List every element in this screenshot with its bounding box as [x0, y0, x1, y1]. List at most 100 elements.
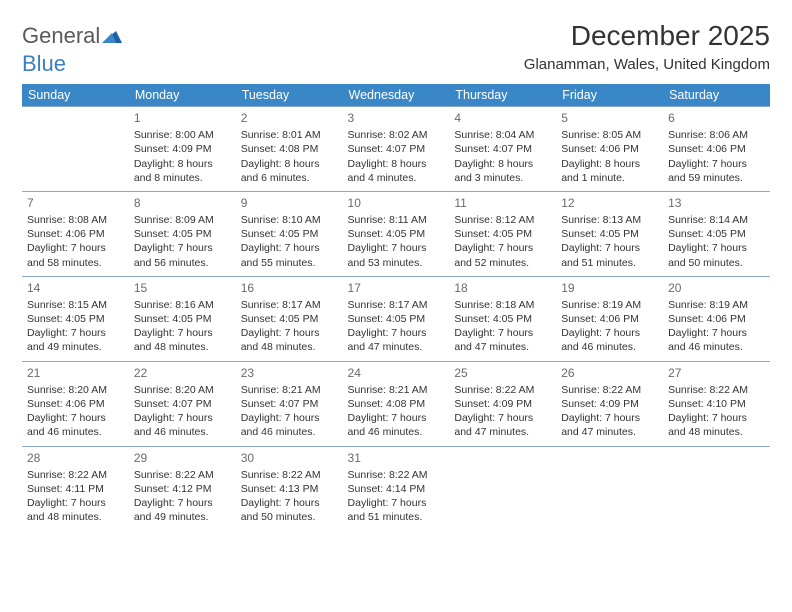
daylight-text: Daylight: 7 hours and 46 minutes.: [241, 411, 338, 439]
day-number: 2: [241, 110, 338, 126]
sunrise-text: Sunrise: 8:19 AM: [668, 298, 765, 312]
calendar-day-cell: 10 Sunrise: 8:11 AMSunset: 4:05 PMDayligh…: [343, 191, 450, 276]
sunrise-text: Sunrise: 8:11 AM: [348, 213, 445, 227]
month-title: December 2025: [524, 20, 770, 52]
calendar-week-row: 14Sunrise: 8:15 AMSunset: 4:05 PMDayligh…: [22, 276, 770, 361]
day-number: 28: [27, 450, 124, 466]
sunrise-text: Sunrise: 8:21 AM: [348, 383, 445, 397]
day-number: 21: [27, 365, 124, 381]
sunset-text: Sunset: 4:08 PM: [348, 397, 445, 411]
daylight-text: Daylight: 7 hours and 51 minutes.: [561, 241, 658, 269]
sunrise-text: Sunrise: 8:09 AM: [134, 213, 231, 227]
sunset-text: Sunset: 4:13 PM: [241, 482, 338, 496]
sunset-text: Sunset: 4:05 PM: [348, 312, 445, 326]
calendar-day-cell: 29Sunrise: 8:22 AMSunset: 4:12 PMDayligh…: [129, 446, 236, 530]
sunset-text: Sunset: 4:05 PM: [454, 227, 551, 241]
sunrise-text: Sunrise: 8:12 AM: [454, 213, 551, 227]
calendar-day-cell: 25Sunrise: 8:22 AMSunset: 4:09 PMDayligh…: [449, 361, 556, 446]
daylight-text: Daylight: 7 hours and 50 minutes.: [668, 241, 765, 269]
sunset-text: Sunset: 4:05 PM: [348, 227, 445, 241]
calendar-day-cell: 26Sunrise: 8:22 AMSunset: 4:09 PMDayligh…: [556, 361, 663, 446]
sunrise-text: Sunrise: 8:01 AM: [241, 128, 338, 142]
calendar-week-row: 1Sunrise: 8:00 AMSunset: 4:09 PMDaylight…: [22, 107, 770, 192]
sunrise-text: Sunrise: 8:17 AM: [241, 298, 338, 312]
day-number: 19: [561, 280, 658, 296]
calendar-day-cell: 21Sunrise: 8:20 AMSunset: 4:06 PMDayligh…: [22, 361, 129, 446]
sunrise-text: Sunrise: 8:22 AM: [134, 468, 231, 482]
calendar-header-row: SundayMondayTuesdayWednesdayThursdayFrid…: [22, 84, 770, 107]
daylight-text: Daylight: 7 hours and 53 minutes.: [348, 241, 445, 269]
sunrise-text: Sunrise: 8:00 AM: [134, 128, 231, 142]
calendar-day-cell: 17Sunrise: 8:17 AMSunset: 4:05 PMDayligh…: [343, 276, 450, 361]
sunset-text: Sunset: 4:12 PM: [134, 482, 231, 496]
sunset-text: Sunset: 4:05 PM: [454, 312, 551, 326]
calendar-day-cell: 12Sunrise: 8:13 AMSunset: 4:05 PMDayligh…: [556, 191, 663, 276]
calendar-table: SundayMondayTuesdayWednesdayThursdayFrid…: [22, 84, 770, 530]
daylight-text: Daylight: 7 hours and 49 minutes.: [27, 326, 124, 354]
sunset-text: Sunset: 4:07 PM: [241, 397, 338, 411]
day-number: 18: [454, 280, 551, 296]
sunrise-text: Sunrise: 8:16 AM: [134, 298, 231, 312]
sunrise-text: Sunrise: 8:08 AM: [27, 213, 124, 227]
calendar-day-cell: 20Sunrise: 8:19 AMSunset: 4:06 PMDayligh…: [663, 276, 770, 361]
daylight-text: Daylight: 7 hours and 46 minutes.: [668, 326, 765, 354]
daylight-text: Daylight: 8 hours and 4 minutes.: [348, 157, 445, 185]
sunset-text: Sunset: 4:05 PM: [27, 312, 124, 326]
logo-word-general: General: [22, 23, 100, 48]
calendar-day-cell: 15 Sunrise: 8:16 AMSunset: 4:05 PMDayligh…: [129, 276, 236, 361]
sunrise-text: Sunrise: 8:10 AM: [241, 213, 338, 227]
daylight-text: Daylight: 7 hours and 52 minutes.: [454, 241, 551, 269]
sunset-text: Sunset: 4:14 PM: [348, 482, 445, 496]
calendar-day-cell: 14Sunrise: 8:15 AMSunset: 4:05 PMDayligh…: [22, 276, 129, 361]
daylight-text: Daylight: 7 hours and 47 minutes.: [561, 411, 658, 439]
daylight-text: Daylight: 7 hours and 46 minutes.: [134, 411, 231, 439]
calendar-week-row: 28Sunrise: 8:22 AMSunset: 4:11 PMDayligh…: [22, 446, 770, 530]
calendar-day-cell: 18Sunrise: 8:18 AMSunset: 4:05 PMDayligh…: [449, 276, 556, 361]
calendar-day-cell: 8Sunrise: 8:09 AMSunset: 4:05 PMDaylight…: [129, 191, 236, 276]
sunrise-text: Sunrise: 8:18 AM: [454, 298, 551, 312]
daylight-text: Daylight: 7 hours and 55 minutes.: [241, 241, 338, 269]
day-number: 10: [348, 195, 445, 211]
calendar-day-cell: 24Sunrise: 8:21 AMSunset: 4:08 PMDayligh…: [343, 361, 450, 446]
sunrise-text: Sunrise: 8:13 AM: [561, 213, 658, 227]
day-number: 22: [134, 365, 231, 381]
sunset-text: Sunset: 4:05 PM: [134, 312, 231, 326]
daylight-text: Daylight: 7 hours and 58 minutes.: [27, 241, 124, 269]
logo-text-block: General Blue: [22, 26, 122, 76]
daylight-text: Daylight: 7 hours and 48 minutes.: [27, 496, 124, 524]
sunrise-text: Sunrise: 8:22 AM: [668, 383, 765, 397]
daylight-text: Daylight: 8 hours and 3 minutes.: [454, 157, 551, 185]
day-number: 11: [454, 195, 551, 211]
sunset-text: Sunset: 4:11 PM: [27, 482, 124, 496]
calendar-empty-cell: [556, 446, 663, 530]
daylight-text: Daylight: 7 hours and 48 minutes.: [134, 326, 231, 354]
day-number: 24: [348, 365, 445, 381]
daylight-text: Daylight: 7 hours and 47 minutes.: [348, 326, 445, 354]
daylight-text: Daylight: 7 hours and 50 minutes.: [241, 496, 338, 524]
weekday-header: Friday: [556, 84, 663, 107]
day-number: 3: [348, 110, 445, 126]
sunrise-text: Sunrise: 8:15 AM: [27, 298, 124, 312]
day-number: 7: [27, 195, 124, 211]
calendar-day-cell: 6Sunrise: 8:06 AMSunset: 4:06 PMDaylight…: [663, 107, 770, 192]
title-block: December 2025 Glanamman, Wales, United K…: [524, 20, 770, 73]
daylight-text: Daylight: 7 hours and 49 minutes.: [134, 496, 231, 524]
daylight-text: Daylight: 7 hours and 59 minutes.: [668, 157, 765, 185]
sunset-text: Sunset: 4:06 PM: [561, 312, 658, 326]
day-number: 9: [241, 195, 338, 211]
calendar-week-row: 7Sunrise: 8:08 AMSunset: 4:06 PMDaylight…: [22, 191, 770, 276]
sunset-text: Sunset: 4:07 PM: [134, 397, 231, 411]
day-number: 15: [134, 280, 231, 296]
sunrise-text: Sunrise: 8:20 AM: [27, 383, 124, 397]
sunset-text: Sunset: 4:06 PM: [668, 312, 765, 326]
calendar-day-cell: 4Sunrise: 8:04 AMSunset: 4:07 PMDaylight…: [449, 107, 556, 192]
sunset-text: Sunset: 4:07 PM: [348, 142, 445, 156]
sunrise-text: Sunrise: 8:22 AM: [561, 383, 658, 397]
calendar-empty-cell: [663, 446, 770, 530]
day-number: 1: [134, 110, 231, 126]
weekday-header: Wednesday: [343, 84, 450, 107]
daylight-text: Daylight: 8 hours and 8 minutes.: [134, 157, 231, 185]
calendar-day-cell: 19Sunrise: 8:19 AMSunset: 4:06 PMDayligh…: [556, 276, 663, 361]
sunrise-text: Sunrise: 8:21 AM: [241, 383, 338, 397]
calendar-day-cell: 9Sunrise: 8:10 AMSunset: 4:05 PMDaylight…: [236, 191, 343, 276]
